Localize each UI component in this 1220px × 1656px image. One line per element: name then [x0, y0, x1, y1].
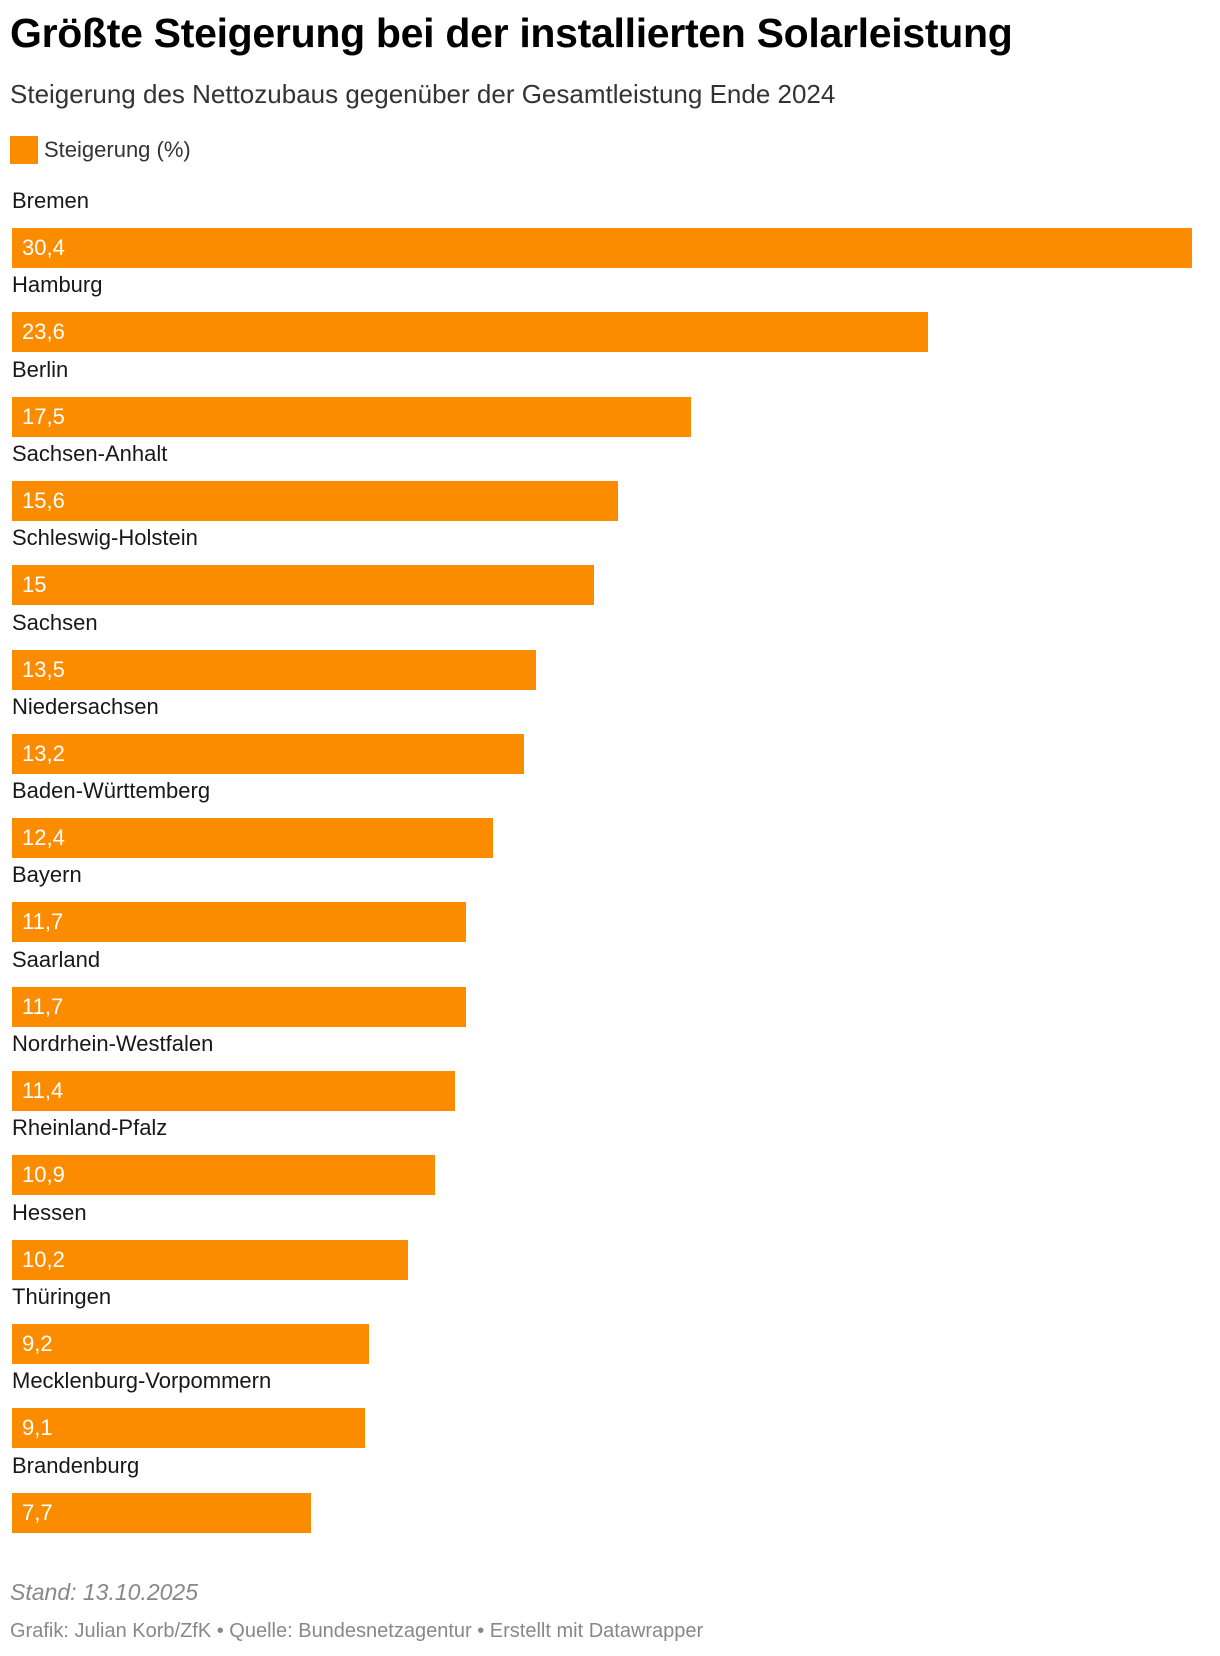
chart-footer: Grafik: Julian Korb/ZfK • Quelle: Bundes…	[10, 1620, 704, 1642]
bar: 17,5	[12, 396, 692, 437]
bar: 7,7	[12, 1492, 311, 1533]
bar-value-label: 7,7	[22, 1499, 53, 1525]
bar: 9,2	[12, 1323, 370, 1364]
bar-value-label: 13,5	[22, 656, 65, 682]
bar: 11,4	[12, 1071, 455, 1111]
bar-value-label: 9,1	[22, 1415, 53, 1441]
row-label: Brandenburg	[12, 1452, 140, 1478]
bar-value-label: 17,5	[22, 403, 65, 429]
row-label: Hamburg	[12, 272, 103, 298]
legend-swatch	[10, 136, 38, 164]
bar: 11,7	[12, 902, 467, 943]
bar-value-label: 10,9	[22, 1162, 65, 1188]
row-label: Saarland	[12, 946, 101, 972]
bar-value-label: 13,2	[22, 740, 65, 766]
row-label: Bremen	[12, 188, 90, 213]
bar-value-label: 11,7	[22, 993, 64, 1019]
bar: 11,7	[12, 986, 467, 1027]
row-label: Schleswig-Holstein	[12, 525, 198, 551]
chart-subtitle: Steigerung des Nettozubaus gegenüber der…	[10, 79, 836, 109]
bar-value-label: 12,4	[22, 825, 65, 851]
row-label: Nordrhein-Westfalen	[12, 1031, 214, 1056]
row-label: Rheinland-Pfalz	[12, 1115, 168, 1141]
chart-legend: Steigerung (%)	[10, 136, 191, 164]
bar: 12,4	[12, 818, 494, 859]
bar-value-label: 11,4	[22, 1078, 64, 1103]
row-label: Niedersachsen	[12, 693, 159, 719]
legend-label: Steigerung (%)	[44, 137, 191, 162]
bar: 15,6	[12, 480, 618, 521]
bar: 23,6	[12, 312, 929, 353]
bar: 13,5	[12, 649, 536, 690]
bar-value-label: 9,2	[22, 1330, 53, 1356]
row-label: Thüringen	[12, 1283, 112, 1309]
bar: 30,4	[12, 228, 1192, 268]
chart-notes: Stand: 13.10.2025	[10, 1579, 198, 1605]
bar: 9,1	[12, 1408, 366, 1449]
bar-value-label: 23,6	[22, 319, 65, 345]
row-label: Berlin	[12, 356, 69, 382]
bar: 10,9	[12, 1155, 436, 1196]
row-label: Bayern	[12, 862, 82, 888]
bar: 13,2	[12, 733, 525, 774]
bar-chart: Bremen 30,4 Hamburg 23,6 Berlin 17,5 Sachsen-A…	[12, 188, 1192, 1533]
bar: 10,2	[12, 1239, 408, 1280]
row-label: Baden-Württemberg	[12, 778, 211, 804]
row-label: Sachsen	[12, 609, 98, 635]
bar: 15	[12, 565, 595, 606]
bar-value-label: 30,4	[22, 235, 65, 260]
bar-value-label: 11,7	[22, 909, 64, 935]
bar-value-label: 10,2	[22, 1246, 65, 1272]
row-label: Hessen	[12, 1199, 87, 1225]
bar-value-label: 15	[22, 572, 47, 598]
row-label: Sachsen-Anhalt	[12, 440, 168, 466]
chart-title: Größte Steigerung bei der installierten …	[10, 10, 1013, 56]
bar-value-label: 15,6	[22, 487, 65, 513]
row-label: Mecklenburg-Vorpommern	[12, 1368, 272, 1394]
